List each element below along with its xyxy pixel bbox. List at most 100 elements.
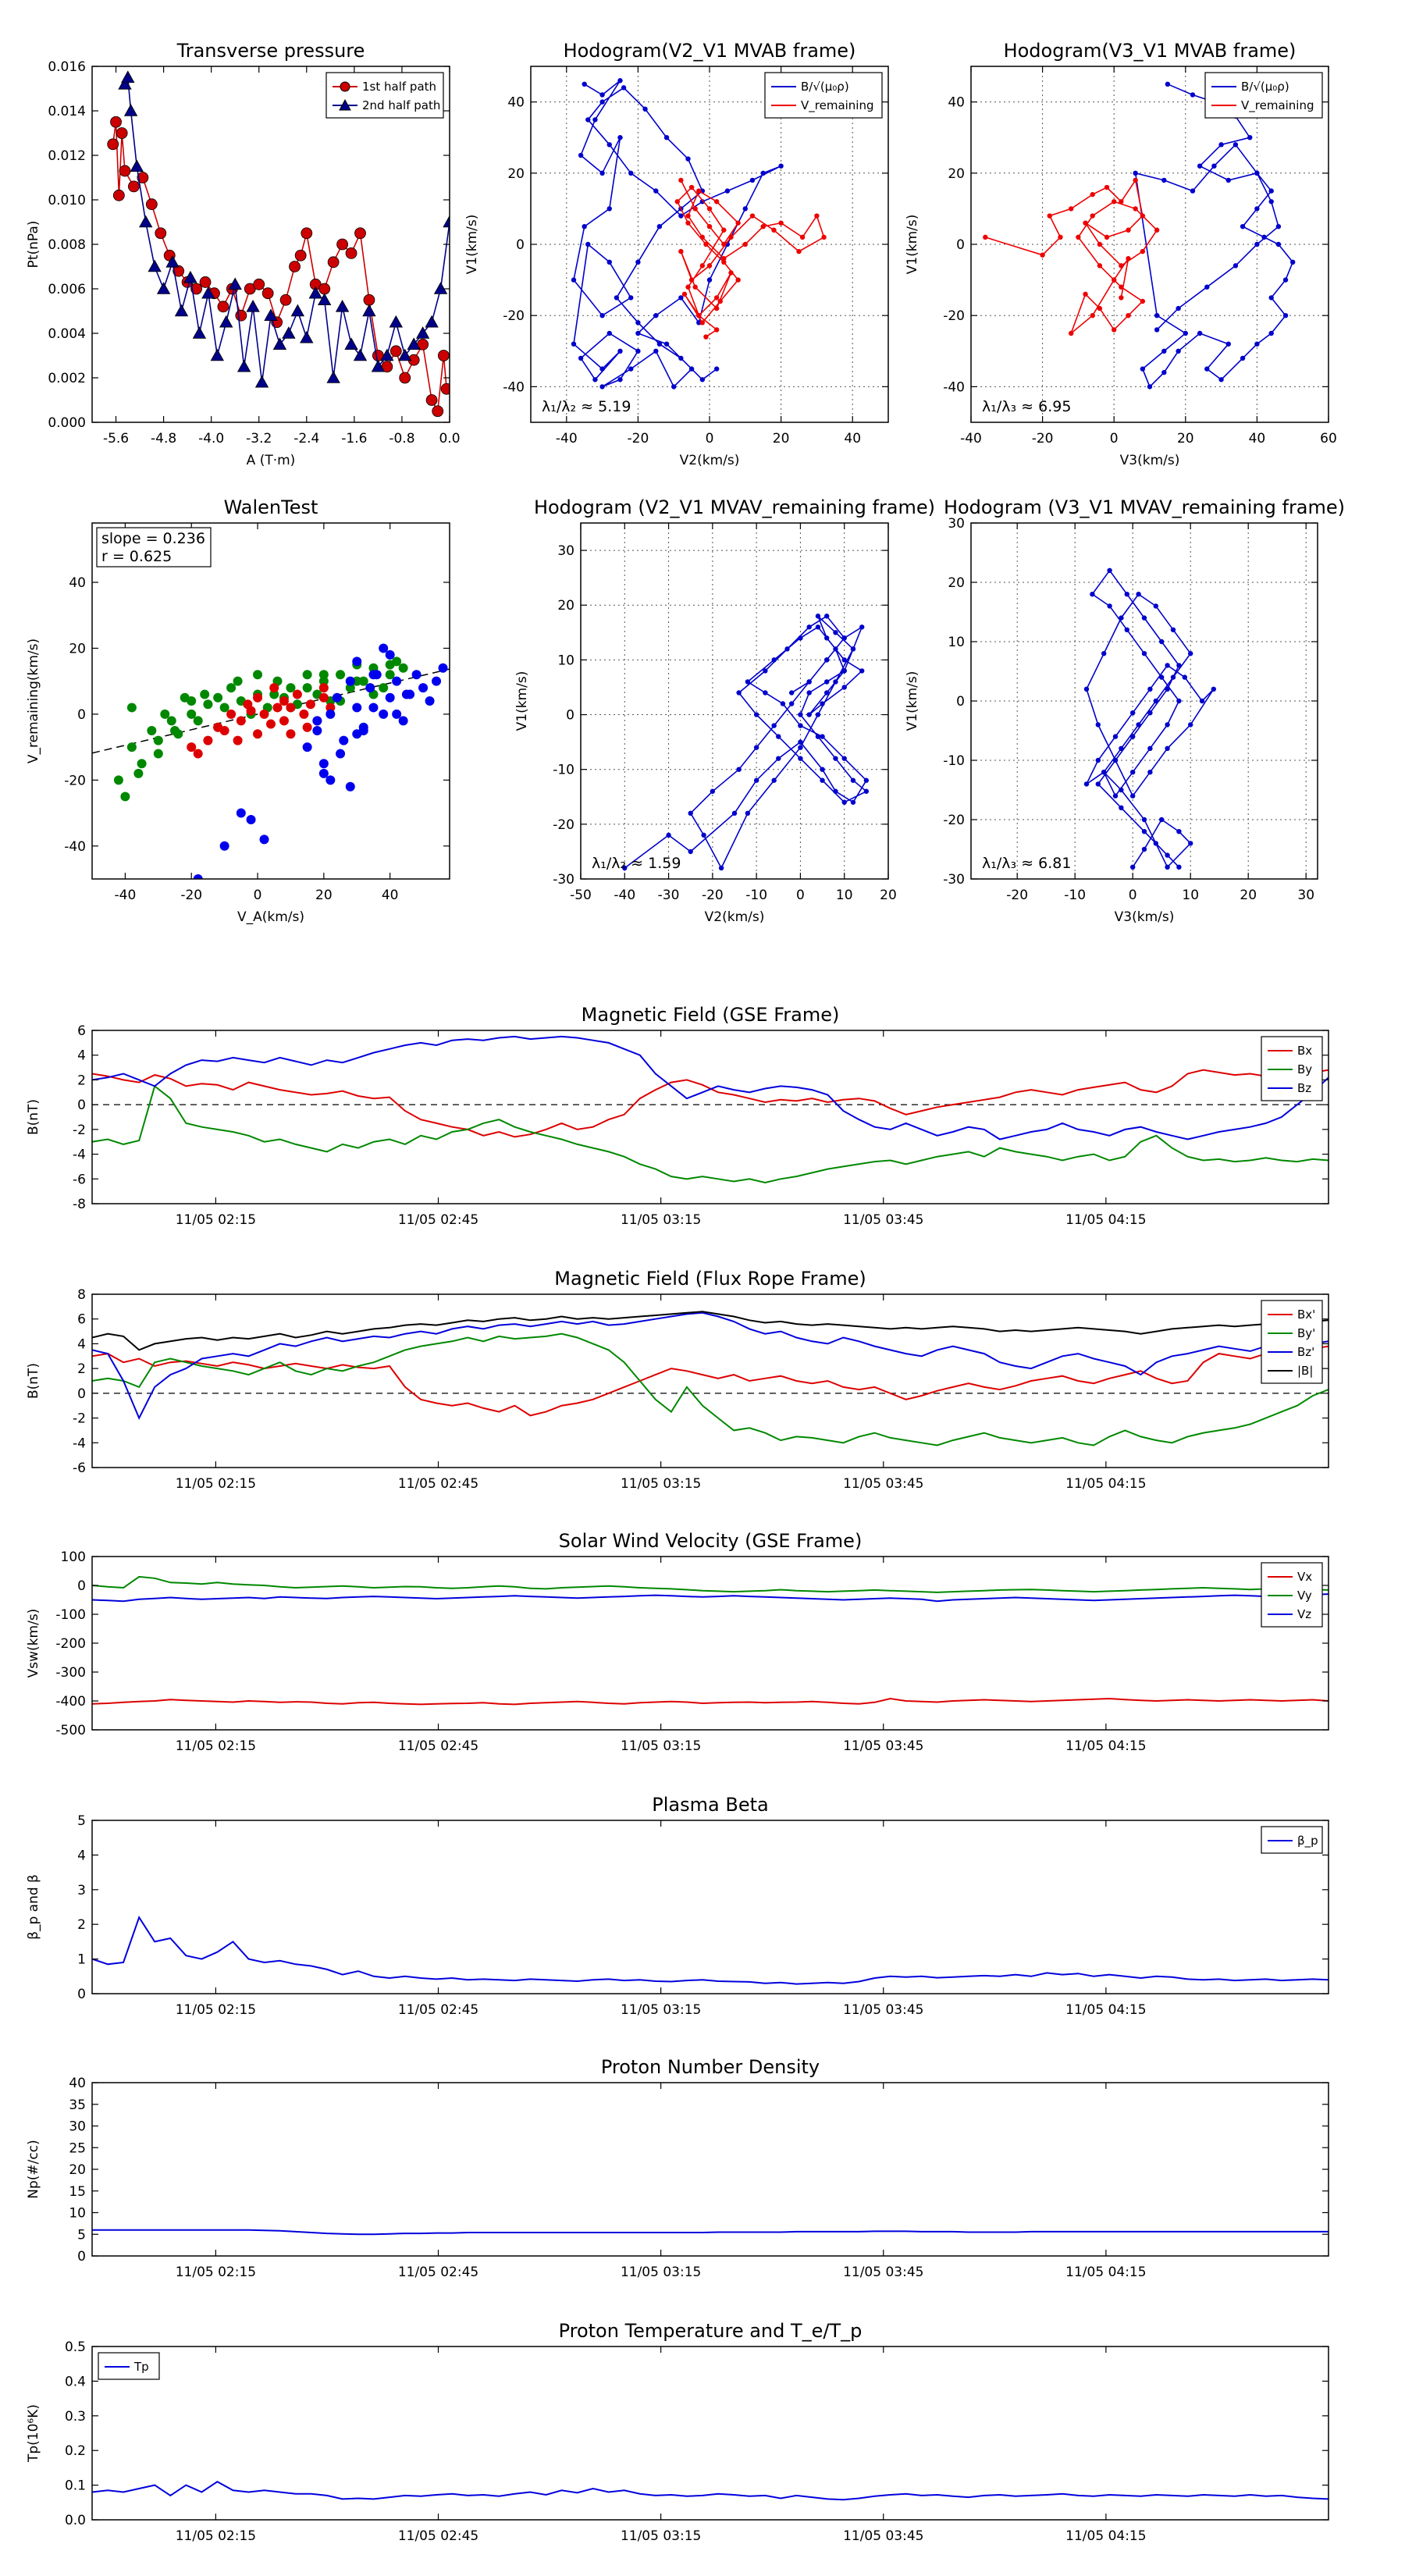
data-point (269, 689, 279, 699)
data-point (833, 630, 838, 635)
data-point (617, 377, 623, 382)
x-axis-label: V_A(km/s) (237, 909, 304, 925)
chart-title: Proton Temperature and T_e/T_p (559, 2320, 863, 2342)
x-tick-label: -30 (658, 888, 680, 903)
data-point (1268, 295, 1274, 301)
data-point (236, 716, 246, 726)
y-tick-label: -4 (73, 1436, 86, 1451)
data-point (713, 366, 720, 372)
x-tick-label: 20 (315, 888, 333, 903)
data-point (599, 92, 605, 98)
data-point (292, 689, 302, 699)
data-point (806, 624, 812, 630)
data-point (368, 670, 379, 680)
data-point (253, 278, 265, 290)
data-point (1165, 663, 1170, 668)
data-point (336, 749, 346, 759)
y-tick-label: 0 (77, 1987, 86, 2002)
data-point (1165, 745, 1170, 751)
y-tick-label: 0.5 (65, 2339, 86, 2355)
data-point (219, 315, 233, 328)
data-point (736, 767, 742, 772)
data-point (1119, 199, 1124, 205)
data-point (325, 703, 336, 713)
chart-h4: Hodogram (V3_V1 MVAV_remaining frame) -20… (905, 496, 1345, 925)
data-point (1218, 377, 1224, 382)
data-point (1107, 568, 1112, 573)
data-point (433, 282, 448, 294)
data-point (312, 726, 322, 735)
data-point (1076, 234, 1081, 240)
y-tick-label: 35 (69, 2097, 86, 2113)
data-point (353, 348, 368, 361)
data-point (699, 234, 706, 240)
data-point (1188, 841, 1193, 846)
data-point (717, 298, 723, 304)
data-point (578, 355, 584, 361)
data-point (302, 683, 312, 693)
series-line-2 (92, 1593, 1329, 1603)
y-axis-label: B(nT) (26, 1363, 41, 1399)
data-point (440, 382, 450, 395)
data-point (1141, 829, 1147, 834)
chart-title: WalenTest (224, 496, 318, 518)
data-point (253, 692, 263, 703)
data-point (192, 326, 207, 339)
data-point (760, 170, 766, 176)
data-point (1119, 745, 1124, 751)
data-point (706, 277, 713, 283)
data-point (302, 742, 312, 753)
data-point (1204, 366, 1210, 372)
data-point (815, 712, 821, 717)
chart-h3: Hodogram (V2_V1 MVAV_remaining frame) -50… (514, 496, 935, 925)
data-point (784, 646, 790, 652)
y-tick-label: -20 (64, 773, 86, 788)
x-tick-label: 11/05 04:15 (1065, 2002, 1146, 2018)
data-point (371, 359, 386, 372)
data-point (1083, 220, 1088, 226)
data-point (824, 614, 830, 619)
y-tick-label: 2 (77, 1073, 86, 1088)
data-point (1112, 199, 1117, 205)
y-tick-label: -20 (943, 813, 965, 828)
data-point (685, 156, 691, 162)
data-point (193, 874, 203, 879)
data-point (352, 656, 362, 667)
data-point (425, 696, 435, 706)
data-point (798, 756, 803, 761)
y-tick-label: -30 (553, 872, 574, 888)
data-point (622, 865, 628, 871)
data-point (1176, 348, 1181, 354)
data-point (137, 172, 149, 183)
y-axis-label: V1(km/s) (905, 215, 920, 275)
data-point (312, 716, 322, 726)
data-point (385, 649, 395, 660)
data-point (1119, 263, 1124, 269)
data-point (1133, 170, 1138, 176)
data-point (246, 299, 260, 312)
y-tick-label: 6 (77, 1023, 86, 1039)
y-tick-label: 10 (69, 2206, 86, 2222)
legend-box (1204, 72, 1323, 119)
y-tick-label: 0.000 (48, 415, 86, 431)
data-point (233, 676, 243, 686)
data-point (1159, 817, 1165, 823)
data-point (798, 635, 803, 641)
data-point (592, 377, 598, 382)
series-line-0 (1084, 569, 1215, 869)
y-tick-label: 30 (948, 516, 965, 532)
data-point (228, 277, 242, 290)
data-point (617, 78, 623, 84)
y-tick-label: 20 (69, 641, 86, 656)
data-point (606, 259, 612, 265)
data-point (325, 709, 336, 719)
y-tick-label: 20 (69, 2162, 86, 2178)
data-point (166, 716, 176, 726)
series-line-0 (573, 80, 781, 388)
data-point (1190, 92, 1196, 98)
legend-label: Tp (133, 2360, 149, 2374)
data-point (571, 341, 577, 347)
y-axis-label: Vsw(km/s) (26, 1609, 41, 1678)
plot-area (92, 1916, 1329, 1985)
data-point (653, 188, 659, 194)
